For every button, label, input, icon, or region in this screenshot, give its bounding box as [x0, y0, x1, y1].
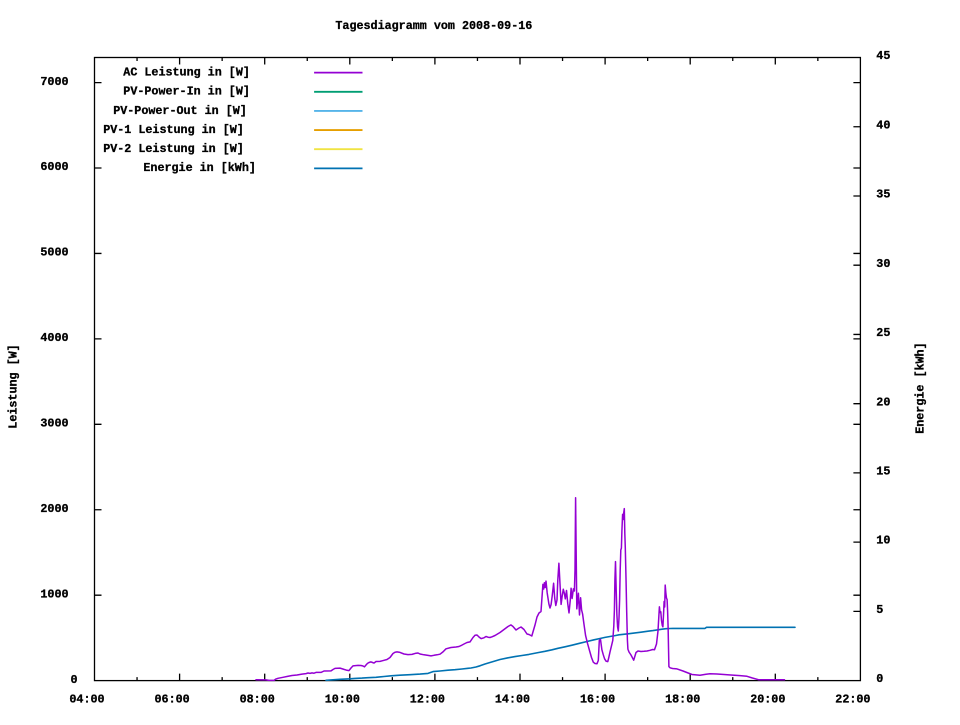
svg-text:20: 20	[876, 395, 890, 409]
svg-text:3000: 3000	[40, 417, 68, 431]
svg-text:12:00: 12:00	[410, 693, 445, 707]
svg-text:04:00: 04:00	[69, 693, 104, 707]
svg-text:22:00: 22:00	[835, 693, 870, 707]
svg-text:5: 5	[876, 603, 883, 617]
svg-text:10:00: 10:00	[325, 693, 360, 707]
svg-text:2000: 2000	[40, 502, 68, 516]
svg-text:40: 40	[876, 118, 890, 132]
svg-text:Tagesdiagramm vom 2008-09-16: Tagesdiagramm vom 2008-09-16	[335, 19, 532, 33]
svg-text:0: 0	[876, 672, 883, 686]
svg-text:15: 15	[876, 465, 890, 479]
svg-text:4000: 4000	[40, 331, 68, 345]
svg-text:16:00: 16:00	[580, 693, 615, 707]
svg-text:AC Leistung in [W]: AC Leistung in [W]	[123, 66, 250, 80]
svg-text:PV-1 Leistung in [W]: PV-1 Leistung in [W]	[103, 123, 244, 137]
svg-text:7000: 7000	[40, 75, 68, 89]
svg-text:18:00: 18:00	[665, 693, 700, 707]
svg-text:0: 0	[71, 673, 78, 687]
svg-text:35: 35	[876, 188, 890, 202]
svg-text:Energie [kWh]: Energie [kWh]	[913, 342, 927, 433]
svg-text:30: 30	[876, 257, 890, 271]
svg-text:06:00: 06:00	[155, 693, 190, 707]
svg-text:14:00: 14:00	[495, 693, 530, 707]
svg-text:6000: 6000	[40, 160, 68, 174]
svg-text:08:00: 08:00	[240, 693, 275, 707]
svg-text:PV-2 Leistung in [W]: PV-2 Leistung in [W]	[103, 142, 244, 156]
svg-text:Leistung [W]: Leistung [W]	[7, 344, 21, 428]
svg-text:Energie in [kWh]: Energie in [kWh]	[143, 161, 256, 175]
svg-text:25: 25	[876, 326, 890, 340]
svg-text:45: 45	[876, 49, 890, 63]
svg-text:20:00: 20:00	[750, 693, 785, 707]
svg-text:1000: 1000	[40, 587, 68, 601]
svg-text:5000: 5000	[40, 246, 68, 260]
svg-text:PV-Power-In in [W]: PV-Power-In in [W]	[123, 85, 250, 99]
svg-text:10: 10	[876, 534, 890, 548]
svg-text:PV-Power-Out in [W]: PV-Power-Out in [W]	[113, 104, 247, 118]
